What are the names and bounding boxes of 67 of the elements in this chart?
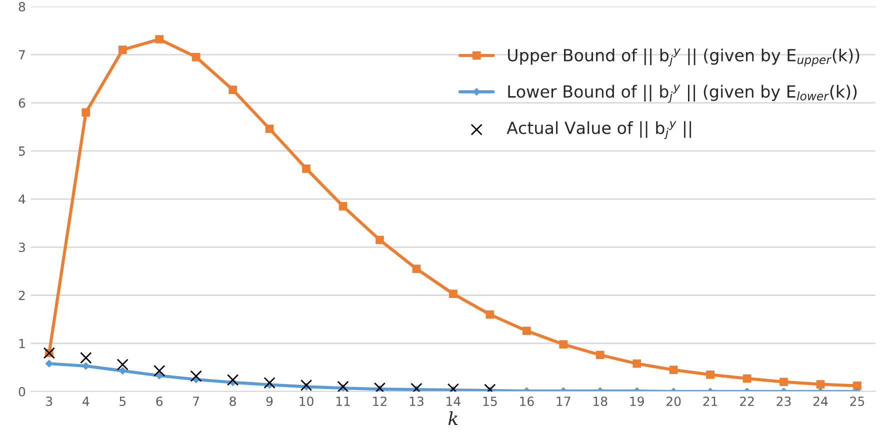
x-tick-label: 12 xyxy=(373,396,386,406)
point xyxy=(228,86,237,94)
point xyxy=(154,364,166,377)
x-tick-label: 5 xyxy=(120,396,126,406)
x-tick-label: 10 xyxy=(300,396,314,406)
x-tick-label: 7 xyxy=(193,396,199,406)
y-tick-label: 3 xyxy=(18,242,25,252)
x-tick-label: 15 xyxy=(483,396,497,406)
point xyxy=(376,236,384,244)
point xyxy=(486,310,494,319)
x-tick-label: 11 xyxy=(336,396,350,406)
point xyxy=(80,352,92,364)
x-tick-label: 21 xyxy=(703,396,718,406)
point xyxy=(338,202,348,210)
x-tick-label: 3 xyxy=(46,396,52,406)
y-tick-label: 5 xyxy=(18,146,25,156)
y-tick-label: 0 xyxy=(18,386,26,396)
point xyxy=(302,164,310,173)
legend-label: Lower Bound of || b$_{j}$$^{y}$ || (given by E$_{lower}$(k)) xyxy=(508,84,857,103)
point xyxy=(706,370,714,379)
x-tick-label: 23 xyxy=(776,396,791,406)
y-tick-label: 8 xyxy=(18,2,26,12)
legend-label: Upper Bound of || b$_{j}$$^{y}$ || (given by E$_{upper}$(k)) xyxy=(508,48,860,66)
x-tick-label: 19 xyxy=(630,396,644,406)
x-tick-label: 13 xyxy=(410,396,424,406)
legend-label: Actual Value of || b$_{j}$$^{y}$ || xyxy=(506,121,692,140)
x-tick-label: 4 xyxy=(82,396,90,406)
x-tick-label: 8 xyxy=(230,396,236,406)
x-tick-label: 18 xyxy=(594,396,608,406)
point xyxy=(816,380,825,388)
point xyxy=(337,380,349,392)
y-tick-label: 6 xyxy=(18,98,26,108)
point xyxy=(300,379,312,392)
point xyxy=(669,366,678,374)
x-tick-label: 16 xyxy=(520,396,534,406)
x-tick-label: 9 xyxy=(266,396,273,406)
point xyxy=(853,382,862,390)
point xyxy=(632,359,642,368)
point xyxy=(264,376,276,389)
point xyxy=(82,108,90,117)
point xyxy=(116,358,128,370)
y-tick-label: 4 xyxy=(18,194,26,204)
point xyxy=(226,374,239,386)
x-tick-label: 20 xyxy=(666,396,681,406)
point xyxy=(374,382,386,392)
point xyxy=(190,370,202,382)
x-tick-label: 25 xyxy=(850,396,864,406)
x-tick-label: 24 xyxy=(813,396,828,406)
point xyxy=(449,290,458,298)
y-tick-label: 2 xyxy=(18,290,25,300)
x-tick-label: 14 xyxy=(446,396,460,406)
x-tick-label: 22 xyxy=(740,396,754,406)
point xyxy=(412,264,421,273)
y-tick-label: 1 xyxy=(19,339,25,348)
point xyxy=(192,52,200,62)
point xyxy=(559,340,568,349)
point xyxy=(742,374,752,383)
point xyxy=(155,35,164,44)
point xyxy=(522,326,531,336)
x-tick-label: 6 xyxy=(156,396,163,406)
point xyxy=(596,350,604,360)
y-tick-label: 7 xyxy=(19,50,25,60)
x-tick-label: 17 xyxy=(556,396,570,406)
point xyxy=(780,378,788,386)
point xyxy=(118,46,127,54)
x-axis-title: k xyxy=(448,411,458,425)
point xyxy=(265,124,274,133)
